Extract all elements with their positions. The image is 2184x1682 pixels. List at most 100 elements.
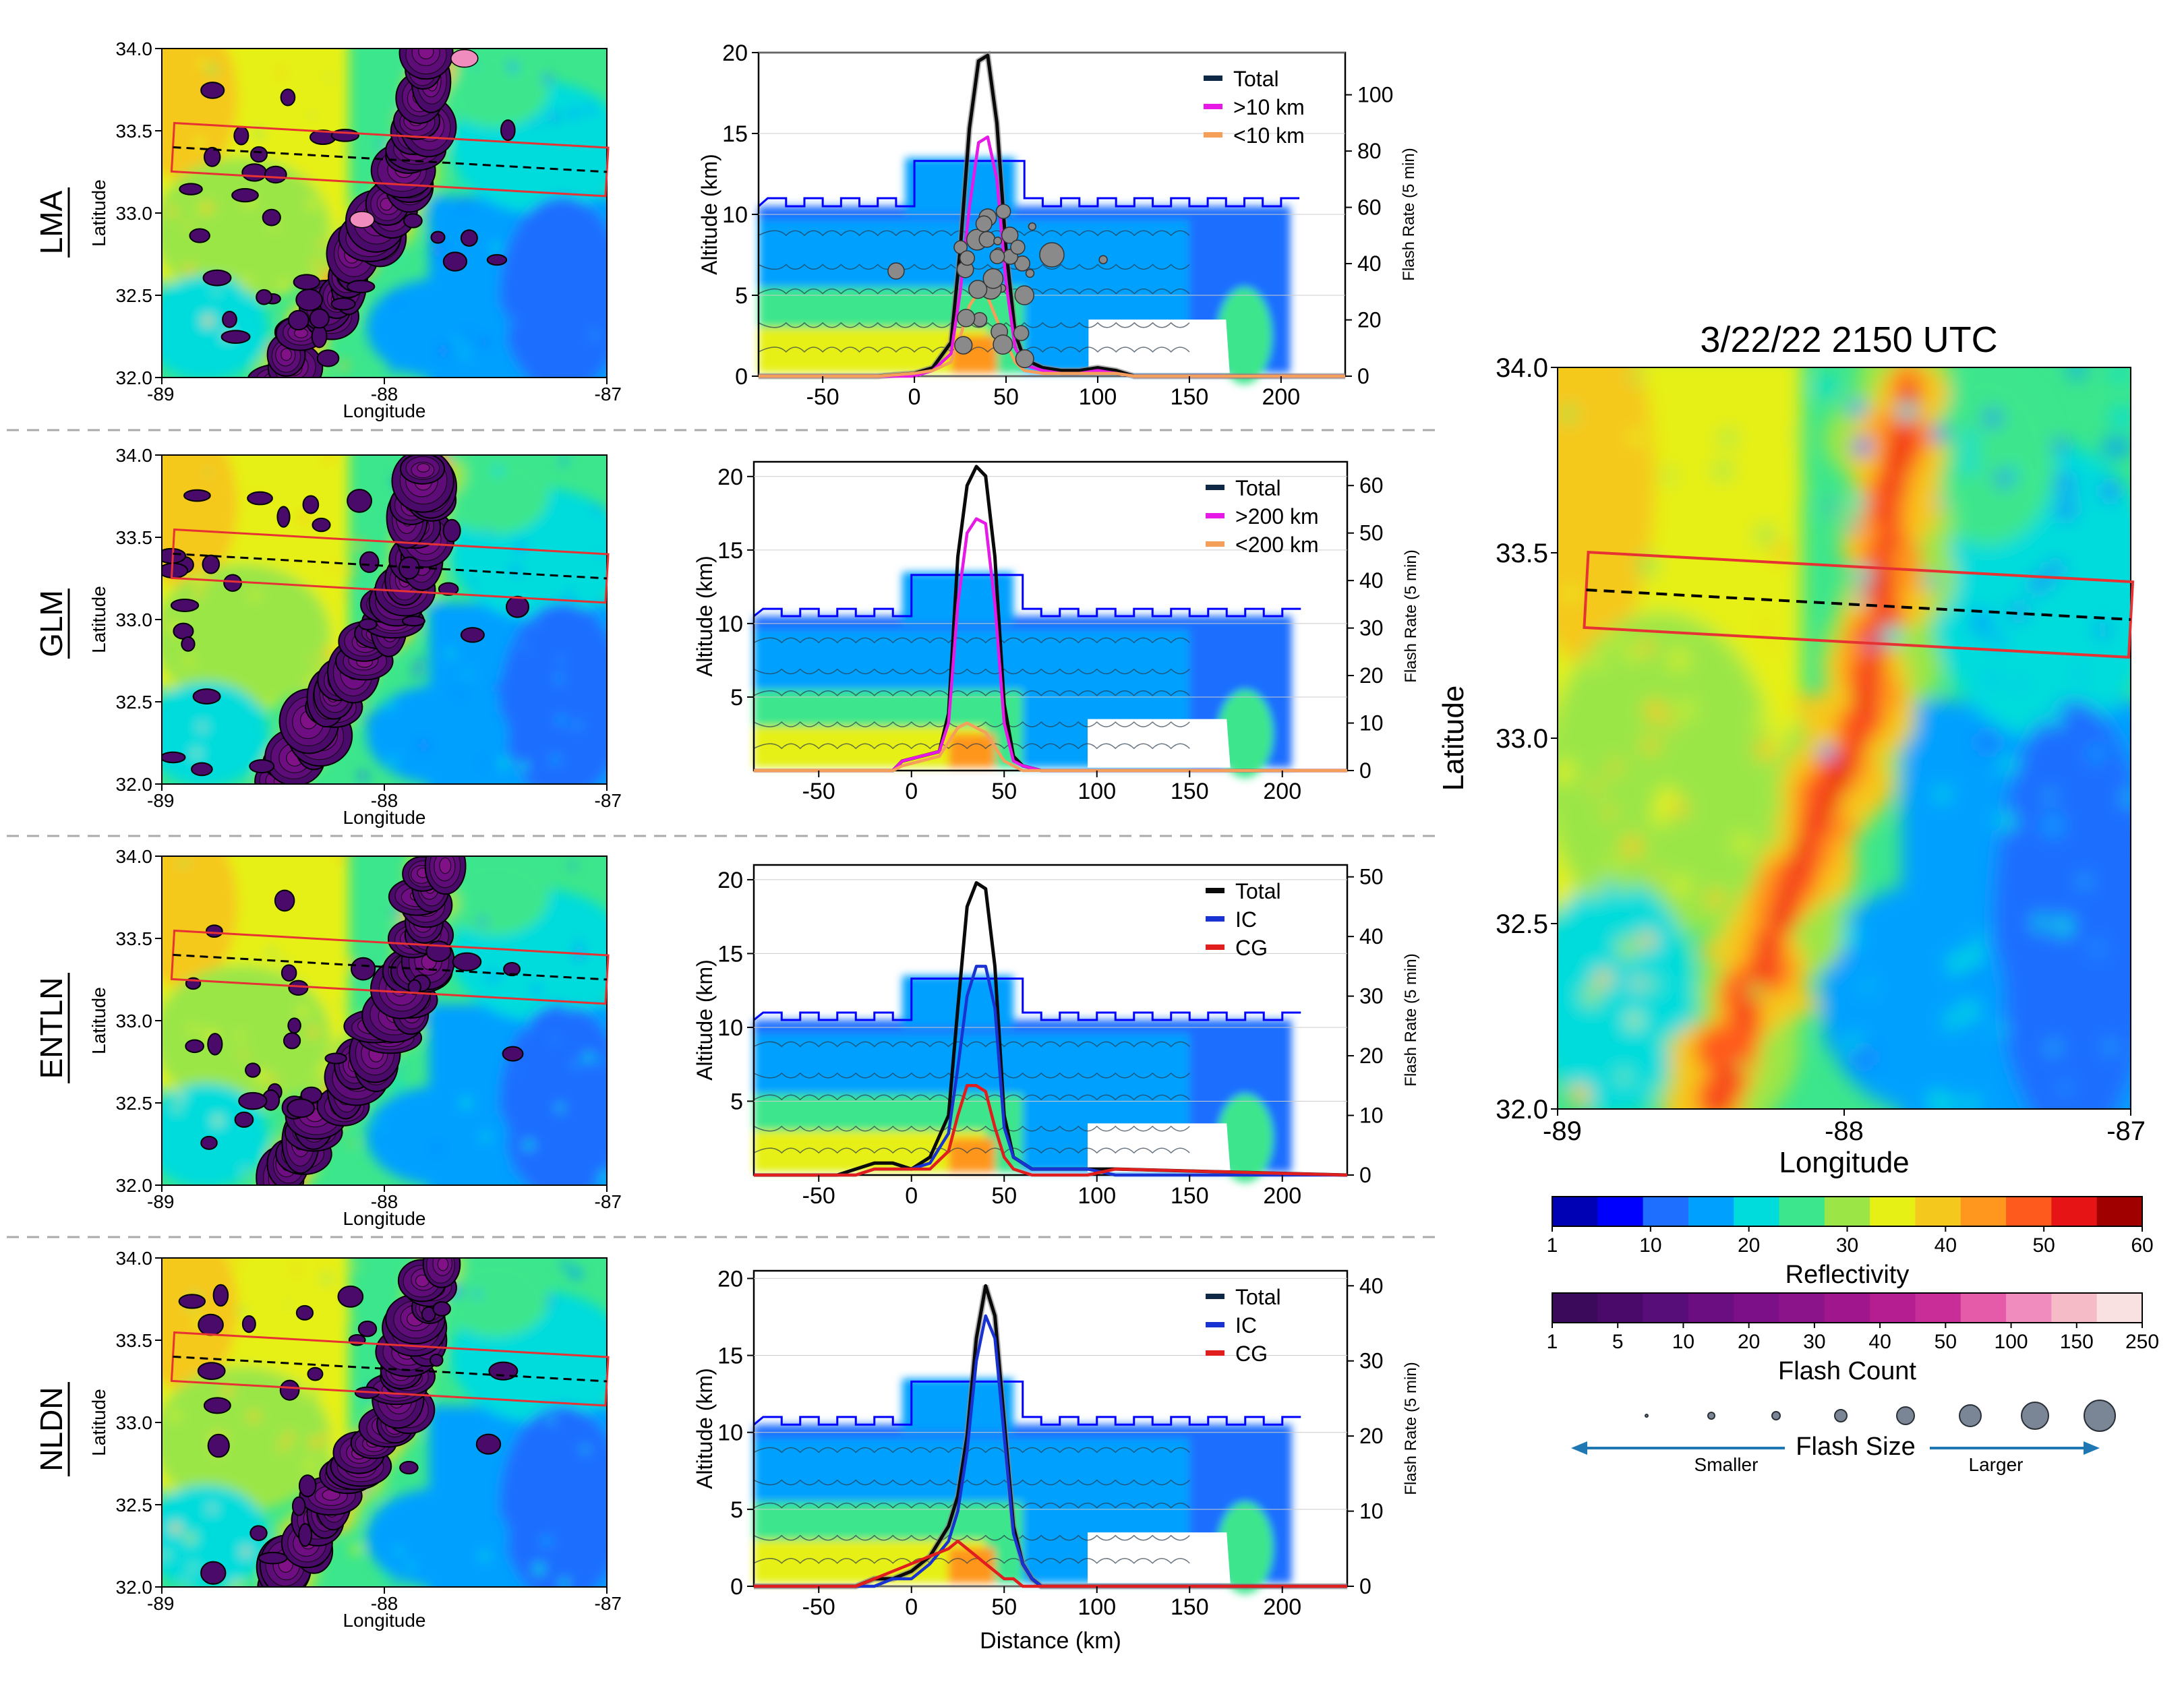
colorbar-tick-label: 30 (1803, 1331, 1825, 1353)
flash-cell (198, 1313, 224, 1336)
y-axis-label: Latitude (88, 987, 109, 1054)
flash-cell (276, 506, 291, 528)
flash-cell (359, 551, 380, 573)
flash-size-circle (1707, 1412, 1715, 1420)
arrow-left-icon (1571, 1441, 1587, 1455)
x-tick-label: -89 (1543, 1116, 1582, 1146)
y2-axis-label: Flash Rate (5 min) (1402, 953, 1420, 1086)
flash-cell (205, 924, 223, 938)
cross-section-reflectivity (753, 572, 1301, 778)
colorbar-tick-label: 1 (1547, 1331, 1558, 1353)
flash-size-smaller-label: Smaller (1694, 1454, 1759, 1475)
flash-cell (189, 228, 210, 243)
flash-cell (274, 889, 295, 912)
y-tick-label: 15 (722, 121, 748, 147)
y-tick-label: 33.0 (1496, 724, 1548, 754)
svg-text:GLM: GLM (34, 590, 69, 657)
cross-section-glm: -50 0 50 100 150 20051015200102030405060Altit… (692, 460, 1420, 804)
y-tick-label: 33.0 (116, 1412, 153, 1433)
y-axis-label: Latitude (88, 1389, 109, 1456)
x-tick-label: 100 (1078, 779, 1116, 804)
flash-size-marker (887, 262, 905, 280)
cross-section-lma: -50 0 50 100 150 20005101520020406080100Altit… (697, 40, 1418, 410)
flash-cell (200, 1561, 227, 1585)
x-tick-label: -89 (147, 790, 174, 811)
colorbar-segment (2051, 1197, 2098, 1226)
flash-cell (488, 1361, 519, 1381)
y2-tick-label: 10 (1359, 711, 1384, 735)
colorbar-segment (1643, 1293, 1689, 1323)
x-tick-label: 200 (1263, 1594, 1301, 1620)
x-axis-label: Longitude (1779, 1146, 1909, 1179)
svg-text:ENTLN: ENTLN (34, 978, 69, 1079)
y2-tick-label: 40 (1359, 1273, 1384, 1298)
y2-tick-label: 10 (1359, 1104, 1384, 1128)
y-tick-label: 20 (722, 40, 748, 66)
y-tick-label: 32.5 (116, 692, 153, 713)
y-tick-label: 20 (717, 464, 743, 490)
colorbar-tick-label: 20 (1738, 1234, 1760, 1257)
flash-cell (430, 231, 446, 244)
svg-text:LMA: LMA (34, 190, 69, 254)
flash-size-circle (1645, 1414, 1649, 1418)
flash-cell (502, 1046, 524, 1062)
flash-cell (430, 1353, 444, 1367)
flash-cell (358, 618, 378, 630)
x-tick-label: 200 (1262, 384, 1300, 410)
cross-section-reflectivity (753, 1378, 1301, 1594)
flash-cell (262, 208, 281, 227)
y-axis-label: Altitude (km) (692, 959, 717, 1081)
y-tick-label: 5 (730, 685, 743, 711)
map-content (162, 455, 607, 784)
legend: Total >200 km <200 km (1206, 476, 1319, 557)
flash-cell (241, 1315, 256, 1333)
flash-cell (399, 1461, 419, 1475)
flash-size-circle (1959, 1404, 1982, 1427)
y-tick-label: 10 (717, 611, 743, 637)
y-tick-label: 5 (730, 1089, 743, 1114)
colorbar-segment (1870, 1293, 1916, 1323)
y-tick-label: 32.5 (116, 1093, 153, 1114)
colorbar-segment (1552, 1293, 1598, 1323)
y-tick-label: 34.0 (116, 1248, 153, 1269)
arrow-right-icon (2084, 1441, 2100, 1455)
colorbar-segment (1779, 1197, 1825, 1226)
reflectivity-contour (753, 1534, 1190, 1541)
legend-label: IC (1235, 1313, 1257, 1338)
legend-label: Total (1235, 1285, 1281, 1309)
flash-size-marker (975, 215, 993, 233)
cross-section-reflectivity (758, 158, 1300, 384)
flash-size-marker (993, 334, 1013, 355)
colorbar-segment (1870, 1197, 1916, 1226)
colorbar-segment (1734, 1197, 1780, 1226)
x-tick-label: 0 (905, 1183, 918, 1209)
legend-label: <200 km (1235, 533, 1319, 557)
colorbar-segment (1552, 1197, 1598, 1226)
flash-cell (162, 562, 189, 579)
flash-size-marker (1001, 227, 1019, 244)
reflectivity-contour (758, 347, 1190, 353)
map-entln: -89 -88 -87 32.0 32.5 33.0 33.5 34.0 Longitude La… (88, 846, 622, 1229)
colorbar-segment (1960, 1293, 2007, 1323)
flash-cell (258, 1551, 288, 1565)
flash-cell (298, 1523, 313, 1547)
colorbar-tick-label: 40 (1935, 1234, 1957, 1257)
colorbar-tick-label: 10 (1639, 1234, 1661, 1257)
x-tick-label: 150 (1171, 384, 1209, 410)
y-tick-label: 33.5 (116, 1330, 153, 1351)
flash-cell (202, 269, 232, 287)
colorbar-segment (1824, 1197, 1870, 1226)
flash-cell (183, 489, 211, 502)
cross-section-reflectivity (753, 975, 1301, 1182)
flash-size-legend: Flash Size Smaller Larger (1571, 1400, 2116, 1475)
x-tick-label: 200 (1263, 779, 1301, 804)
flash-cell (197, 1362, 226, 1381)
cross-section-entln: -50 0 50 100 150 200510152001020304050Altitud… (692, 864, 1420, 1209)
series-line-cg (754, 1539, 1347, 1588)
colorbar-tick-label: 1 (1547, 1234, 1558, 1257)
flash-cell (349, 211, 375, 229)
colorbar-segment (1915, 1197, 1961, 1226)
flash-cell (234, 1111, 254, 1128)
flash-cell (347, 489, 373, 513)
flash-cell (351, 957, 376, 981)
